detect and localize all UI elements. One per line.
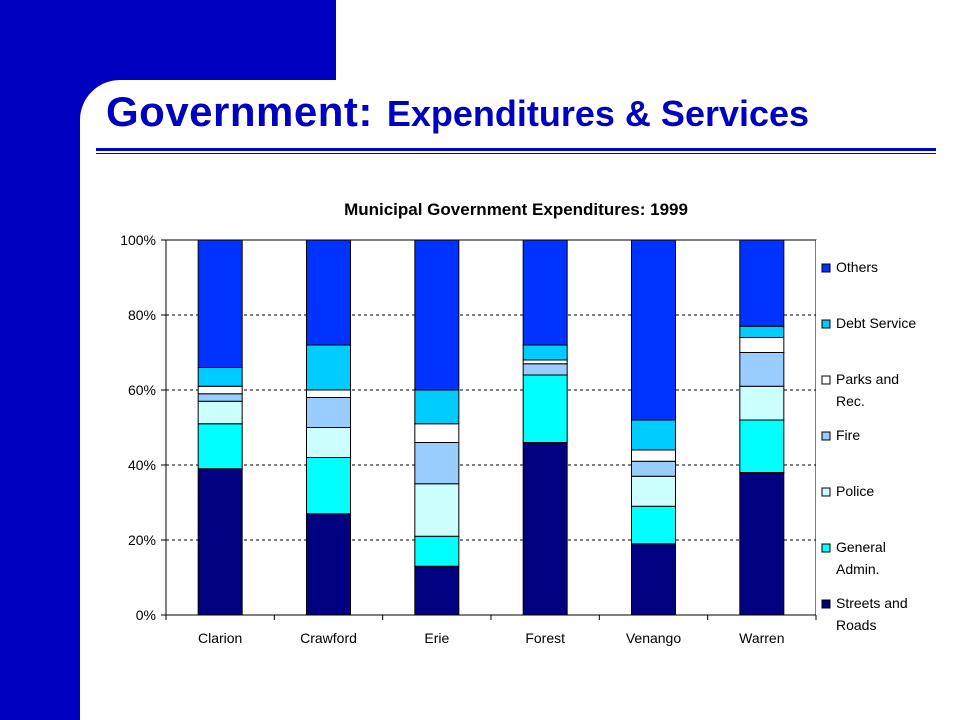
bar-segment bbox=[197, 423, 243, 470]
y-tick-label: 0% bbox=[136, 607, 156, 623]
bar-segment bbox=[197, 239, 243, 368]
slide-title-sub: Expenditures & Services bbox=[386, 93, 810, 134]
plot-area bbox=[165, 239, 817, 616]
slide-title: Government: Expenditures & Services bbox=[106, 88, 809, 136]
x-tick-label: Forest bbox=[525, 630, 565, 646]
bar-segment bbox=[522, 374, 568, 443]
legend-label: Others bbox=[836, 259, 878, 275]
title-underline bbox=[96, 148, 936, 151]
bar-segment bbox=[522, 442, 568, 616]
bar-segment bbox=[739, 472, 785, 616]
bar-segment bbox=[739, 337, 785, 353]
gridlines bbox=[166, 314, 816, 541]
legend-label: General bbox=[836, 539, 886, 555]
legend-box bbox=[816, 240, 928, 640]
y-tick-label: 80% bbox=[128, 307, 156, 323]
bar-segment bbox=[414, 565, 460, 616]
top-accent-band bbox=[0, 0, 336, 80]
slide-title-main: Government: bbox=[106, 88, 373, 135]
bar-segment bbox=[631, 449, 676, 462]
bar-segment bbox=[306, 344, 351, 391]
bar-segment bbox=[522, 344, 568, 361]
bar-segment bbox=[306, 427, 351, 458]
legend-swatch bbox=[821, 599, 831, 609]
bar-segment bbox=[522, 239, 568, 346]
y-axis: 0% 20% 40% 60% 80% 100% bbox=[120, 232, 166, 623]
legend-label: Parks and bbox=[836, 371, 899, 387]
bar-segment bbox=[306, 397, 351, 428]
legend: Others Debt Service Parks and Rec. Fire Polic… bbox=[821, 259, 916, 633]
x-tick-label: Crawford bbox=[300, 630, 357, 646]
bar-segment bbox=[414, 423, 460, 443]
bar-segment bbox=[306, 389, 351, 398]
bar-segment bbox=[197, 367, 243, 387]
legend-label: Roads bbox=[836, 617, 876, 633]
bar-segment bbox=[306, 239, 351, 346]
bar-segment bbox=[631, 505, 676, 545]
legend-label: Admin. bbox=[836, 561, 880, 577]
legend-swatch bbox=[821, 263, 831, 273]
bar-segment bbox=[522, 363, 568, 376]
x-tick-label: Clarion bbox=[198, 630, 242, 646]
bar-segment bbox=[522, 359, 568, 365]
bar-segment bbox=[739, 352, 785, 387]
bar-segment bbox=[631, 419, 676, 451]
bar-segment bbox=[739, 419, 785, 473]
bar-segment bbox=[306, 513, 351, 616]
bar-segment bbox=[197, 468, 243, 616]
x-tick-label: Venango bbox=[626, 630, 681, 646]
bar-segment bbox=[631, 460, 676, 477]
bar-segment bbox=[306, 457, 351, 515]
legend-label: Fire bbox=[836, 427, 860, 443]
x-tick-label: Erie bbox=[424, 630, 449, 646]
bar-segment bbox=[739, 239, 785, 327]
accent-corner-curve bbox=[80, 80, 160, 160]
bar-segment bbox=[197, 400, 243, 425]
x-axis: Clarion Crawford Erie Forest Venango Warren bbox=[165, 615, 817, 646]
bar-segment bbox=[739, 385, 785, 421]
bars bbox=[197, 239, 785, 616]
x-tick-label: Warren bbox=[739, 630, 784, 646]
title-underline-thin bbox=[96, 153, 936, 154]
bar-segment bbox=[739, 325, 785, 338]
legend-swatch bbox=[821, 487, 831, 497]
y-tick-label: 60% bbox=[128, 382, 156, 398]
chart-title: Municipal Government Expenditures: 1999 bbox=[344, 200, 688, 219]
legend-swatch bbox=[821, 319, 831, 329]
legend-label: Police bbox=[836, 483, 874, 499]
y-tick-label: 100% bbox=[120, 232, 156, 248]
bar-segment bbox=[631, 475, 676, 507]
bar-segment bbox=[414, 442, 460, 485]
bar-segment bbox=[197, 385, 243, 395]
bar-segment bbox=[414, 239, 460, 391]
legend-label: Streets and bbox=[836, 595, 908, 611]
legend-swatch bbox=[821, 375, 831, 385]
legend-label: Debt Service bbox=[836, 315, 916, 331]
y-tick-label: 40% bbox=[128, 457, 156, 473]
legend-swatch bbox=[821, 543, 831, 553]
bar-segment bbox=[631, 543, 676, 616]
left-accent-band bbox=[0, 0, 80, 720]
bar-segment bbox=[414, 535, 460, 567]
bar-segment bbox=[197, 393, 243, 402]
legend-label: Rec. bbox=[836, 393, 865, 409]
y-tick-label: 20% bbox=[128, 532, 156, 548]
bar-segment bbox=[414, 483, 460, 537]
bar-segment bbox=[414, 389, 460, 425]
bar-segment bbox=[631, 239, 676, 421]
legend-swatch bbox=[821, 431, 831, 441]
